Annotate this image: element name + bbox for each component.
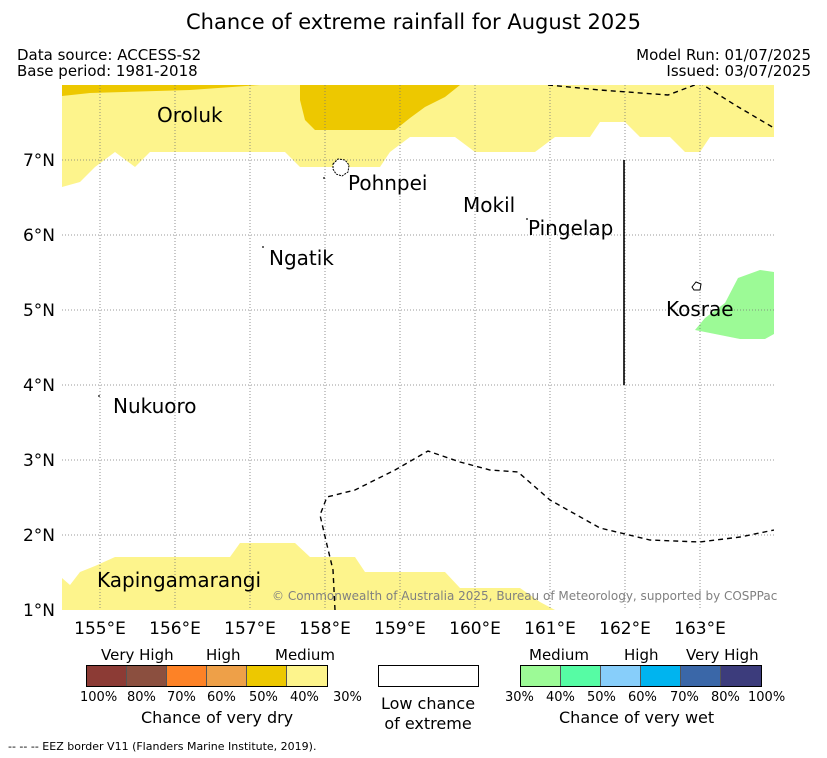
data-source: Data source: ACCESS-S2	[17, 46, 202, 64]
page-title: Chance of extreme rainfall for August 20…	[186, 10, 641, 34]
eez-border	[319, 85, 774, 610]
dry-tick: 50%	[249, 690, 278, 705]
wet-swatch	[721, 666, 761, 686]
lon-label: 159°E	[374, 619, 426, 639]
island-dot-icon	[323, 177, 325, 179]
dry-tick: 40%	[290, 690, 319, 705]
rainfall-map: Oroluk Pohnpei Mokil Pingelap Ngatik Kos…	[23, 85, 777, 639]
place-label-kosrae: Kosrae	[666, 297, 734, 321]
lon-label: 156°E	[149, 619, 201, 639]
copyright-text: © Commonwealth of Australia 2025, Bureau…	[272, 589, 777, 603]
wet-caption: Chance of very wet	[559, 708, 715, 727]
dry-swatch	[287, 666, 327, 686]
lon-label: 162°E	[599, 619, 651, 639]
low-chance-line2: of extreme	[384, 714, 472, 733]
dry-swatch	[247, 666, 287, 686]
wet-color-scale	[520, 665, 762, 687]
lon-label: 158°E	[299, 619, 351, 639]
low-chance-swatch	[378, 665, 479, 687]
dry-swatch	[207, 666, 247, 686]
dry-header-very-high: Very High	[101, 646, 174, 664]
wet-tick: 60%	[628, 690, 657, 705]
low-chance-line1: Low chance	[380, 694, 476, 713]
wet-swatch	[601, 666, 641, 686]
gridlines	[62, 85, 774, 610]
pohnpei-island-icon	[332, 158, 350, 177]
lon-label: 160°E	[449, 619, 501, 639]
island-dot-icon	[98, 395, 100, 397]
lon-label: 163°E	[674, 619, 726, 639]
wet-header-very-high: Very High	[686, 646, 759, 664]
dry-tick: 30%	[333, 690, 362, 705]
wet-header-high: High	[624, 646, 659, 664]
place-label-pingelap: Pingelap	[528, 216, 613, 240]
wet-swatch	[521, 666, 561, 686]
wet-tick: 80%	[711, 690, 740, 705]
dry-40-region-north	[62, 85, 260, 96]
wet-header-medium: Medium	[529, 646, 589, 664]
dry-30-region-south	[62, 543, 555, 610]
place-label-oroluk: Oroluk	[157, 103, 223, 127]
place-label-mokil: Mokil	[463, 193, 515, 217]
eez-footer-note: -- -- -- EEZ border V11 (Flanders Marine…	[8, 740, 317, 753]
map-background	[62, 85, 774, 610]
dry-header-medium: Medium	[275, 646, 335, 664]
dry-header-high: High	[206, 646, 241, 664]
place-label-nukuoro: Nukuoro	[113, 394, 197, 418]
dry-color-scale	[86, 665, 328, 687]
dry-tick: 80%	[127, 690, 156, 705]
lat-label: 1°N	[23, 601, 55, 621]
lat-label: 4°N	[23, 376, 55, 396]
wet-swatch	[681, 666, 721, 686]
dry-tick: 70%	[167, 690, 196, 705]
wet-tick: 70%	[670, 690, 699, 705]
dry-caption: Chance of very dry	[141, 708, 294, 727]
place-label-kapingamarangi: Kapingamarangi	[97, 568, 261, 592]
wet-swatch	[641, 666, 681, 686]
island-dot-icon	[262, 246, 264, 248]
dry-40-region-oroluk	[300, 85, 460, 130]
place-label-pohnpei: Pohnpei	[348, 171, 428, 195]
lon-label: 161°E	[524, 619, 576, 639]
dry-tick: 60%	[207, 690, 236, 705]
dry-swatch	[87, 666, 127, 686]
island-dot-icon	[526, 218, 528, 220]
dry-swatch	[127, 666, 167, 686]
wet-tick: 40%	[546, 690, 575, 705]
lat-label: 7°N	[23, 151, 55, 171]
wet-tick: 100%	[748, 690, 786, 705]
lat-label: 3°N	[23, 451, 55, 471]
place-label-ngatik: Ngatik	[269, 246, 334, 270]
wet-tick: 30%	[505, 690, 534, 705]
dry-swatch	[167, 666, 207, 686]
model-run: Model Run: 01/07/2025	[636, 46, 811, 64]
lon-label: 157°E	[224, 619, 276, 639]
wet-30-region-kosrae	[695, 270, 774, 339]
wet-swatch	[561, 666, 601, 686]
dry-30-region-north	[62, 85, 774, 187]
lon-label: 155°E	[74, 619, 126, 639]
base-period: Base period: 1981-2018	[17, 62, 198, 80]
kosrae-island-icon	[691, 281, 702, 291]
dry-tick: 100%	[80, 690, 118, 705]
wet-tick: 50%	[587, 690, 616, 705]
issued-date: Issued: 03/07/2025	[666, 62, 811, 80]
lat-label: 2°N	[23, 526, 55, 546]
lat-label: 6°N	[23, 226, 55, 246]
lat-label: 5°N	[23, 301, 55, 321]
